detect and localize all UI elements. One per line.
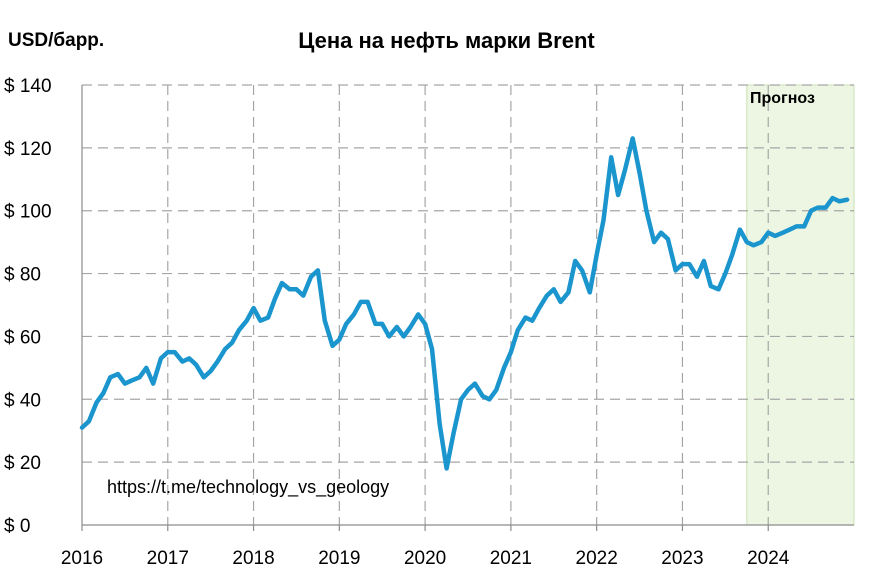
y-tick-label: $ 0 [4, 516, 30, 537]
y-tick-label: $ 20 [4, 453, 41, 474]
y-tick-label: $ 100 [4, 202, 52, 223]
x-tick-label: 2017 [147, 548, 189, 569]
x-tick-labels: 2016 2017 2018 2019 2020 2021 2022 2023 2024 [61, 548, 790, 569]
grid-lines [82, 84, 854, 525]
chart-title: Цена на нефть марки Brent [298, 28, 595, 53]
x-tick-label: 2024 [747, 548, 790, 569]
y-tick-labels: $ 0 $ 20 $ 40 $ 60 $ 80 $ 100 $ 120 $ 140 [4, 76, 52, 537]
forecast-label: Прогноз [750, 90, 815, 107]
x-tick-label: 2019 [318, 548, 360, 569]
axes [81, 85, 854, 531]
series [79, 136, 850, 471]
x-tick-label: 2021 [490, 548, 532, 569]
y-axis-unit-label: USD/барр. [8, 30, 105, 51]
series-line [79, 136, 850, 471]
x-tick-label: 2016 [61, 548, 103, 569]
x-tick-label: 2022 [576, 548, 618, 569]
x-tick-label: 2018 [232, 548, 274, 569]
y-tick-label: $ 60 [4, 327, 41, 348]
x-tick-label: 2023 [661, 548, 703, 569]
forecast-region [746, 84, 855, 526]
y-tick-label: $ 140 [4, 76, 52, 97]
y-tick-label: $ 120 [4, 139, 52, 160]
forecast-shade [746, 84, 855, 526]
source-link[interactable]: https://t.me/technology_vs_geology [107, 477, 390, 497]
x-tick-label: 2020 [404, 548, 446, 569]
y-tick-label: $ 40 [4, 390, 41, 411]
y-tick-label: $ 80 [4, 265, 41, 286]
